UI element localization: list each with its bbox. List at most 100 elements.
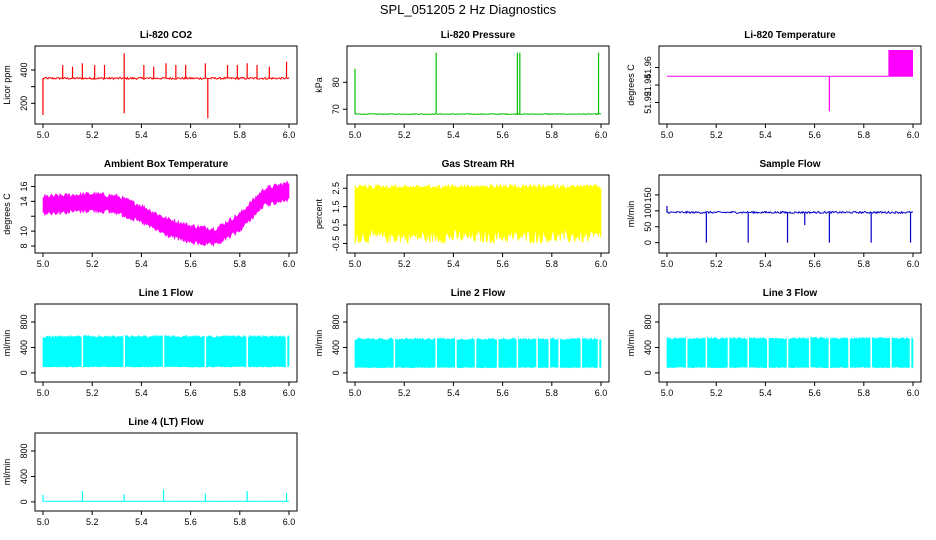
y-tick-label: 800 (19, 314, 29, 329)
x-tick-label: 5.2 (710, 259, 723, 269)
panel-line-3-flow: Line 3 Flow ml/min 5.0 5.2 5.4 5.6 5.8 6.0 0 400 8… (626, 288, 922, 398)
x-tick-label: 6.0 (595, 259, 608, 269)
y-tick-label: 70 (331, 104, 341, 114)
x-tick-label: 5.6 (184, 517, 197, 527)
y-tick-label: 2.5 (331, 182, 341, 195)
plot-series (666, 336, 914, 369)
panel-title: Line 3 Flow (763, 288, 818, 299)
y-axis-label: percent (314, 198, 324, 229)
x-tick-label: 5.8 (858, 388, 871, 398)
panel-sample-flow: Sample Flow ml/min 5.0 5.2 5.4 5.6 5.8 6.0 0 50 10… (626, 159, 922, 269)
y-axis-label: degrees C (626, 64, 636, 106)
y-tick-label: 0 (643, 370, 653, 375)
x-tick-label: 6.0 (907, 388, 920, 398)
plot-frame (658, 45, 922, 125)
x-tick-label: 5.0 (661, 130, 674, 140)
x-tick-label: 5.0 (349, 259, 362, 269)
y-tick-label: 14 (19, 196, 29, 206)
y-tick-label: 200 (19, 96, 29, 111)
x-tick-label: 5.4 (447, 388, 460, 398)
plot-series (666, 206, 914, 243)
y-tick-label: 400 (331, 340, 341, 355)
panel-title: Line 4 (LT) Flow (128, 417, 204, 428)
x-tick-label: 5.8 (858, 130, 871, 140)
x-tick-label: 5.4 (135, 517, 148, 527)
y-tick-label: 800 (331, 314, 341, 329)
series-band (42, 334, 290, 368)
x-tick-label: 5.6 (184, 130, 197, 140)
x-tick-label: 6.0 (907, 130, 920, 140)
y-tick-label: 0 (19, 370, 29, 375)
figure-title: SPL_051205 2 Hz Diagnostics (380, 2, 557, 17)
y-axis-label: Licor ppm (2, 65, 12, 105)
y-tick-label: 16 (19, 181, 29, 191)
y-tick-label: 8 (19, 244, 29, 249)
x-tick-label: 5.2 (86, 130, 99, 140)
plot-series (354, 183, 602, 245)
x-tick-label: 5.0 (37, 130, 50, 140)
x-tick-label: 5.6 (496, 388, 509, 398)
x-tick-label: 5.6 (184, 388, 197, 398)
plot-series (42, 489, 290, 503)
y-tick-label: 10 (19, 226, 29, 236)
panel-gas-stream-rh: Gas Stream RH percent 5.0 5.2 5.4 5.6 5.8 6.0 -0… (314, 159, 610, 269)
x-tick-label: 5.4 (135, 130, 148, 140)
x-tick-label: 6.0 (283, 130, 296, 140)
x-tick-label: 6.0 (595, 388, 608, 398)
panel-title: Li-820 Pressure (441, 30, 516, 41)
x-tick-label: 5.4 (759, 130, 772, 140)
x-tick-label: 5.8 (234, 388, 247, 398)
plot-frame (34, 303, 298, 383)
y-tick-label: 80 (331, 77, 341, 87)
x-tick-label: 5.0 (349, 130, 362, 140)
y-tick-label: 0 (643, 240, 653, 245)
panel-title: Line 1 Flow (139, 288, 194, 299)
x-tick-label: 5.8 (234, 517, 247, 527)
plot-frame (34, 432, 298, 512)
plot-series (354, 52, 602, 116)
plot-frame (34, 174, 298, 254)
y-tick-label: -0.5 (331, 236, 341, 252)
panel-li820-pressure: Li-820 Pressure kPa 5.0 5.2 5.4 5.6 5.8 6.0 70 80 (314, 30, 610, 140)
y-tick-label: 400 (643, 340, 653, 355)
plot-series (42, 53, 290, 119)
x-tick-label: 5.2 (398, 388, 411, 398)
y-tick-label: 0 (19, 499, 29, 504)
y-tick-label: 800 (19, 443, 29, 458)
panel-line-1-flow: Line 1 Flow ml/min 5.0 5.2 5.4 5.6 5.8 6.0 0 400 8… (2, 288, 298, 398)
y-axis-label: kPa (314, 77, 324, 93)
x-tick-label: 6.0 (907, 259, 920, 269)
x-tick-label: 5.8 (546, 259, 559, 269)
x-tick-label: 5.8 (858, 259, 871, 269)
y-axis-label: ml/min (2, 330, 12, 357)
x-tick-label: 5.8 (234, 259, 247, 269)
series-band (354, 337, 602, 369)
y-tick-label: 100 (643, 203, 653, 218)
y-axis-label: ml/min (2, 459, 12, 486)
x-tick-label: 5.0 (37, 388, 50, 398)
y-tick-label: 0 (331, 370, 341, 375)
x-tick-label: 5.6 (808, 388, 821, 398)
oscillation-band (888, 50, 913, 77)
series-band (666, 336, 914, 369)
x-tick-label: 5.2 (710, 388, 723, 398)
x-tick-label: 5.6 (184, 259, 197, 269)
plot-series (42, 334, 290, 369)
y-tick-label: 51.96 (643, 56, 653, 79)
plot-frame (346, 174, 610, 254)
panel-grid: Li-820 CO2 Licor ppm 5.0 5.2 5.4 5.6 5.8 6.0 200… (2, 30, 922, 527)
panel-title: Line 2 Flow (451, 288, 506, 299)
x-tick-label: 5.6 (496, 130, 509, 140)
plot-series (667, 50, 913, 112)
x-tick-label: 5.8 (546, 388, 559, 398)
panel-title: Gas Stream RH (442, 159, 515, 170)
x-tick-label: 5.4 (447, 259, 460, 269)
x-tick-label: 5.2 (86, 517, 99, 527)
y-tick-label: 150 (643, 187, 653, 202)
plot-frame (346, 45, 610, 125)
x-tick-label: 5.6 (808, 259, 821, 269)
series-band (42, 180, 290, 248)
y-tick-label: 51.92 (643, 91, 653, 114)
x-tick-label: 5.0 (37, 517, 50, 527)
y-axis-label: ml/min (626, 330, 636, 357)
